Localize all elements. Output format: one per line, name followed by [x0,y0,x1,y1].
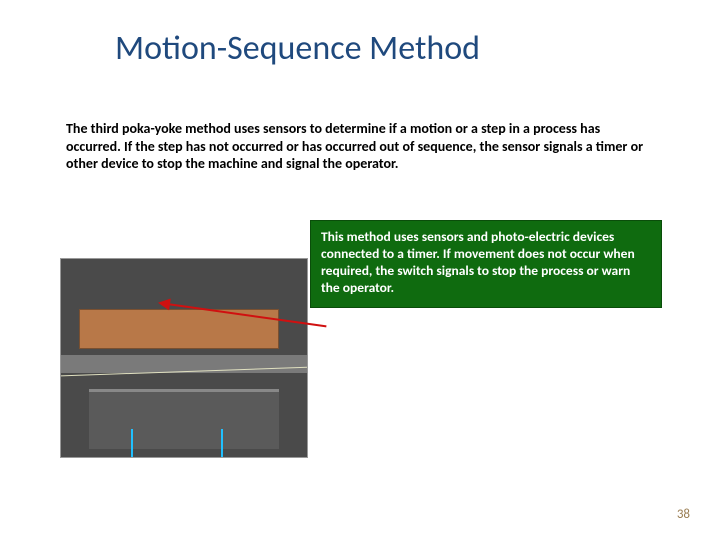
callout-box: This method uses sensors and photo-elect… [310,220,662,308]
machine-photo [60,258,308,458]
slide-title: Motion-Sequence Method [115,28,480,69]
photo-spring [221,429,223,457]
photo-fixture [89,389,279,449]
slide: Motion-Sequence Method The third poka-yo… [0,0,720,540]
body-paragraph: The third poka-yoke method uses sensors … [66,120,656,173]
photo-spring [131,429,133,457]
page-number: 38 [677,507,690,522]
